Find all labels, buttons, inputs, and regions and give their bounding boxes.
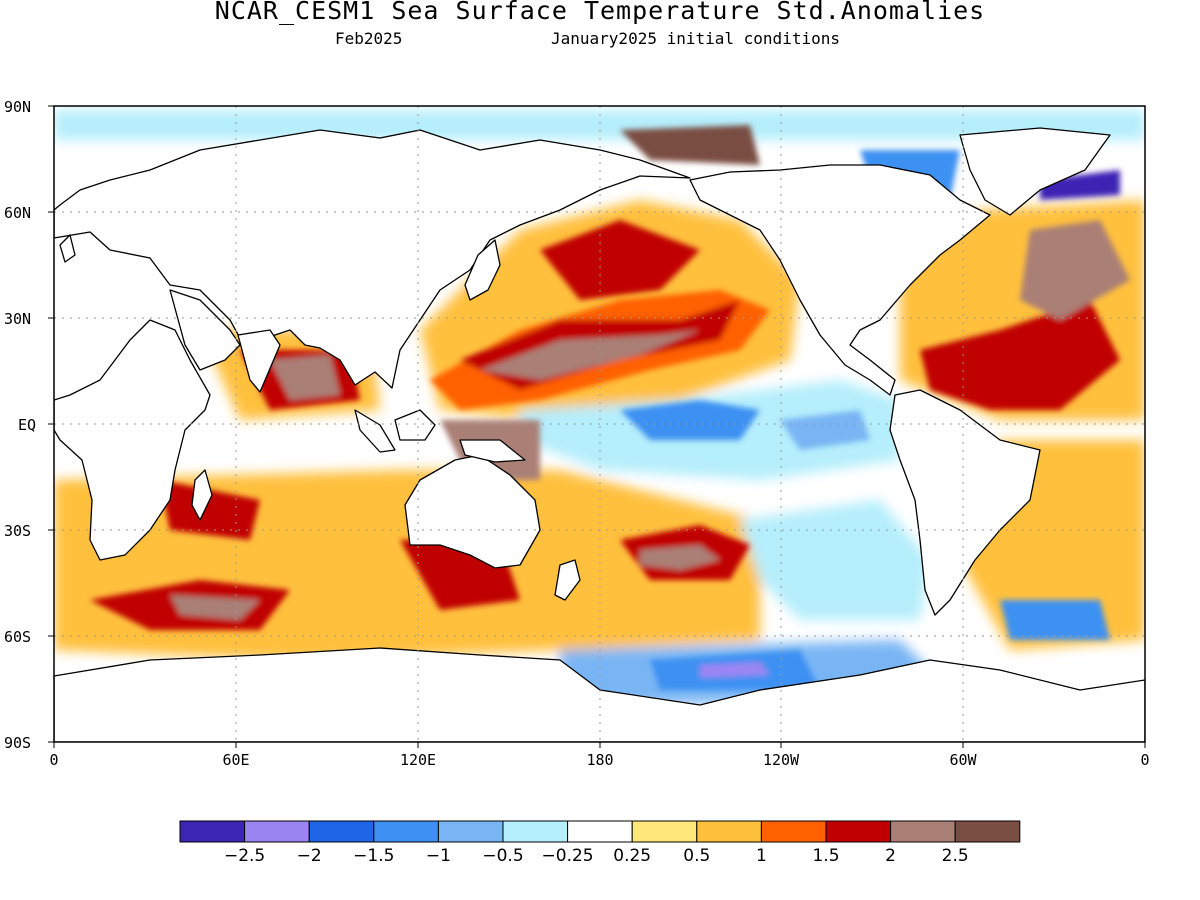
- colorbar-swatch: [502, 820, 569, 843]
- lat-label: 90S: [4, 734, 31, 752]
- page-title: NCAR_CESM1 Sea Surface Temperature Std.A…: [214, 0, 986, 25]
- initial-conditions: January2025 initial conditions: [551, 29, 840, 48]
- antarctica: [54, 647, 1145, 742]
- colorbar-label: 0.5: [683, 846, 710, 866]
- lat-label: 60S: [4, 628, 31, 646]
- colorbar-swatch: [825, 820, 892, 843]
- eurasia: [54, 129, 691, 389]
- lat-label: 30S: [4, 522, 31, 540]
- colorbar-label: −0.5: [482, 846, 523, 866]
- lon-label: 0: [49, 751, 58, 769]
- lat-label: EQ: [18, 416, 36, 434]
- axis-ticks: [48, 105, 1146, 748]
- lon-label: 180: [586, 751, 613, 769]
- colorbar-label: −0.25: [542, 846, 594, 866]
- new-guinea: [459, 439, 526, 463]
- colorbar-swatch: [373, 820, 439, 843]
- colorbar-label: −2.5: [224, 846, 265, 866]
- india: [237, 329, 281, 393]
- valid-month: Feb2025: [335, 29, 403, 48]
- continents: [54, 127, 1145, 742]
- colorbar: −2.5 −2 −1.5 −1 −0.5 −0.25 0.25 0.5 1 1.5 2 2.5: [179, 820, 1021, 866]
- colorbar-label: −2: [297, 846, 322, 866]
- colorbar-swatch: [179, 820, 246, 843]
- colorbar-label: −1.5: [353, 846, 394, 866]
- lon-label: 60E: [222, 751, 249, 769]
- colorbar-label: −1: [426, 846, 451, 866]
- colorbar-swatch: [437, 820, 504, 843]
- madagascar: [191, 469, 213, 521]
- colorbar-label: 0.25: [613, 846, 651, 866]
- lon-label: 0: [1140, 751, 1149, 769]
- anomaly-core-layer: [90, 125, 1130, 690]
- japan: [464, 239, 501, 301]
- colorbar-swatch: [890, 820, 956, 843]
- colorbar-swatch: [696, 820, 762, 843]
- colorbar-swatch: [631, 820, 698, 843]
- greenland: [959, 127, 1111, 216]
- africa: [54, 319, 211, 561]
- anomaly-field: [54, 106, 1145, 742]
- colorbar-label: 1.5: [812, 846, 839, 866]
- colorbar-swatch: [760, 820, 827, 843]
- graticule: [54, 106, 1145, 742]
- sumatra: [354, 409, 396, 453]
- lon-label: 60W: [949, 751, 977, 769]
- colorbar-swatch: [954, 820, 1021, 843]
- north-america: [689, 164, 991, 396]
- lat-label: 90N: [4, 98, 31, 116]
- new-zealand: [554, 559, 581, 601]
- lat-label: 60N: [4, 204, 31, 222]
- lat-labels: 90N 60N 30N EQ 30S 60S 90S: [4, 98, 36, 752]
- british-isles: [59, 234, 76, 263]
- colorbar-label: 2: [885, 846, 896, 866]
- colorbar-swatch: [244, 820, 310, 843]
- lon-label: 120W: [763, 751, 800, 769]
- colorbar-label: 2.5: [942, 846, 969, 866]
- borneo: [394, 409, 436, 441]
- lon-label: 120E: [400, 751, 436, 769]
- australia: [404, 454, 541, 569]
- colorbar-label: 1: [756, 846, 767, 866]
- colorbar-swatch: [567, 820, 633, 843]
- colorbar-swatch: [308, 820, 375, 843]
- lon-labels: 0 60E 120E 180 120W 60W 0: [49, 751, 1149, 769]
- lat-label: 30N: [4, 310, 31, 328]
- arabia: [169, 289, 241, 371]
